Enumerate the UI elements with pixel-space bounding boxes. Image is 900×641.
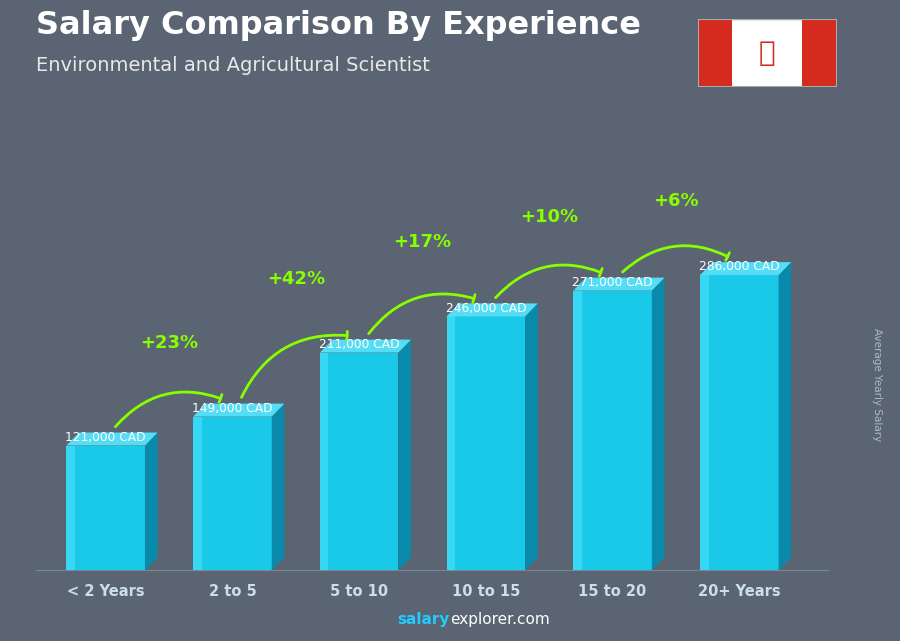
Polygon shape <box>194 404 284 417</box>
Polygon shape <box>802 19 837 87</box>
Text: 271,000 CAD: 271,000 CAD <box>572 276 652 288</box>
Polygon shape <box>446 317 525 570</box>
Polygon shape <box>320 340 411 353</box>
Text: Average Yearly Salary: Average Yearly Salary <box>872 328 883 441</box>
Polygon shape <box>525 303 538 570</box>
Text: +6%: +6% <box>653 192 698 210</box>
Polygon shape <box>399 340 411 570</box>
Text: 286,000 CAD: 286,000 CAD <box>699 260 779 273</box>
Text: +23%: +23% <box>140 333 198 351</box>
Polygon shape <box>700 275 708 570</box>
Polygon shape <box>700 262 791 275</box>
Polygon shape <box>652 278 664 570</box>
Polygon shape <box>446 317 455 570</box>
Polygon shape <box>778 262 791 570</box>
Polygon shape <box>700 275 778 570</box>
Text: 121,000 CAD: 121,000 CAD <box>66 431 146 444</box>
Text: 211,000 CAD: 211,000 CAD <box>319 338 400 351</box>
Polygon shape <box>573 290 582 570</box>
Text: salary: salary <box>398 612 450 627</box>
Polygon shape <box>573 278 664 290</box>
Polygon shape <box>67 445 75 570</box>
Text: Salary Comparison By Experience: Salary Comparison By Experience <box>36 10 641 40</box>
Polygon shape <box>573 290 652 570</box>
Text: Environmental and Agricultural Scientist: Environmental and Agricultural Scientist <box>36 56 430 76</box>
Polygon shape <box>194 417 202 570</box>
Polygon shape <box>698 19 733 87</box>
Text: explorer.com: explorer.com <box>450 612 550 627</box>
Text: 246,000 CAD: 246,000 CAD <box>446 301 526 315</box>
Polygon shape <box>272 404 284 570</box>
Text: 149,000 CAD: 149,000 CAD <box>192 402 273 415</box>
Polygon shape <box>698 19 837 87</box>
Text: 🍁: 🍁 <box>759 39 776 67</box>
Text: +42%: +42% <box>266 269 325 288</box>
Polygon shape <box>446 303 538 317</box>
Polygon shape <box>320 353 328 570</box>
Polygon shape <box>145 433 158 570</box>
Polygon shape <box>320 353 399 570</box>
Polygon shape <box>194 417 272 570</box>
Polygon shape <box>67 445 145 570</box>
Polygon shape <box>67 433 158 445</box>
Text: +17%: +17% <box>393 233 452 251</box>
Text: +10%: +10% <box>520 208 579 226</box>
